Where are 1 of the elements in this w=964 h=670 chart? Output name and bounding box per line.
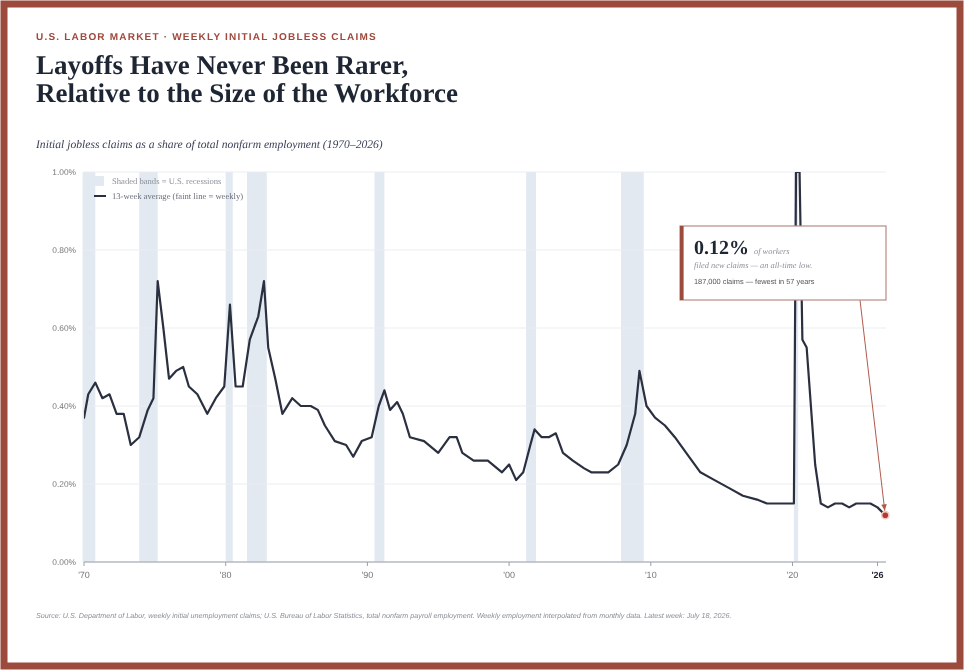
chart-title: Layoffs Have Never Been Rarer, Relative to the Size of the Workforce [36, 50, 458, 108]
